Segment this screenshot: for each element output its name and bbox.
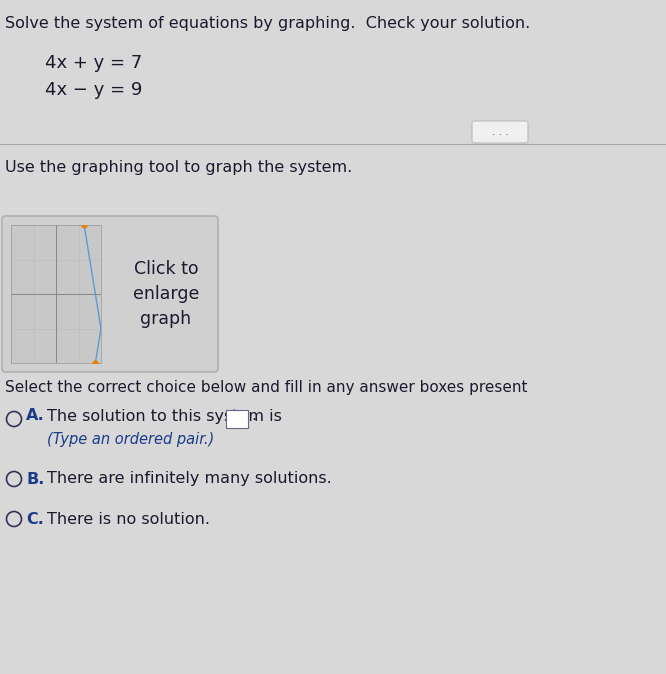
Text: There is no solution.: There is no solution. <box>47 512 210 526</box>
Circle shape <box>7 472 21 487</box>
Text: (Type an ordered pair.): (Type an ordered pair.) <box>47 432 214 447</box>
Text: Click to
enlarge
graph: Click to enlarge graph <box>133 260 199 328</box>
Text: Use the graphing tool to graph the system.: Use the graphing tool to graph the syste… <box>5 160 352 175</box>
Text: C.: C. <box>26 512 44 526</box>
Text: Solve the system of equations by graphing.  Check your solution.: Solve the system of equations by graphin… <box>5 16 530 31</box>
Text: There are infinitely many solutions.: There are infinitely many solutions. <box>47 472 332 487</box>
Text: . . .: . . . <box>492 127 508 137</box>
FancyBboxPatch shape <box>472 121 528 143</box>
Circle shape <box>7 512 21 526</box>
Text: .: . <box>251 408 256 423</box>
FancyBboxPatch shape <box>2 216 218 372</box>
Text: 4x + y = 7: 4x + y = 7 <box>45 54 143 72</box>
Circle shape <box>7 412 21 427</box>
Bar <box>226 410 248 428</box>
Text: The solution to this system is: The solution to this system is <box>47 408 282 423</box>
Text: Select the correct choice below and fill in any answer boxes present: Select the correct choice below and fill… <box>5 380 527 395</box>
Text: A.: A. <box>26 408 45 423</box>
Text: B.: B. <box>26 472 45 487</box>
Text: 4x − y = 9: 4x − y = 9 <box>45 81 143 99</box>
